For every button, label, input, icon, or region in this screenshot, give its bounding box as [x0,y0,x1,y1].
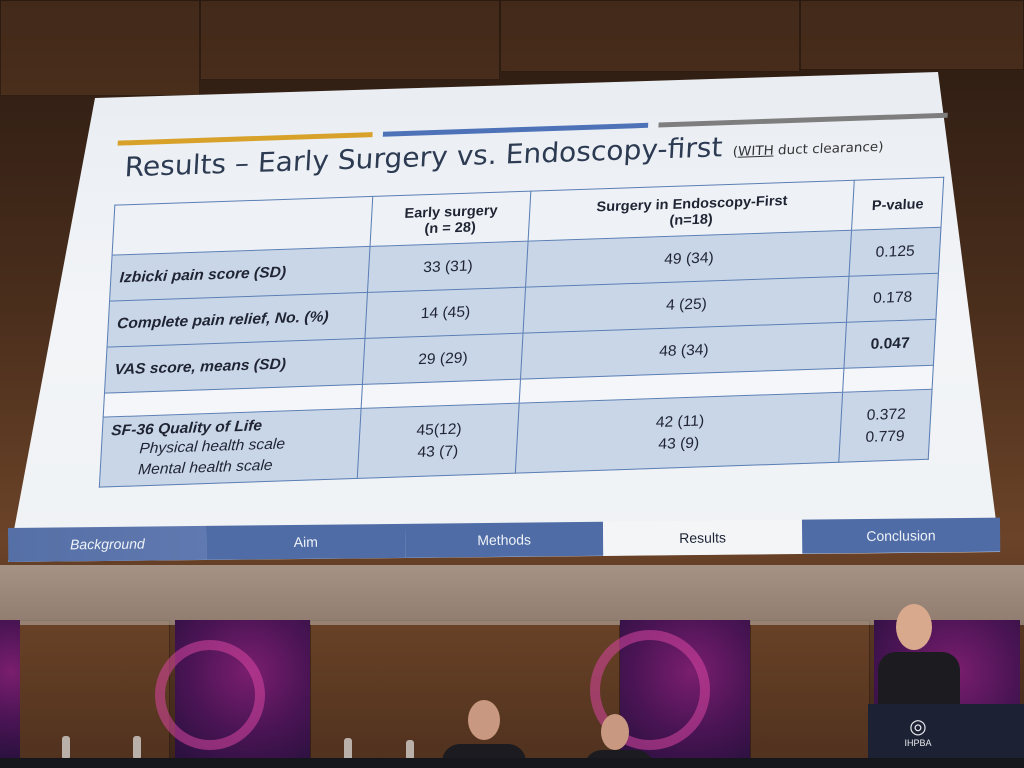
presenter-torso [878,652,960,708]
header-empty [112,196,373,256]
stage-banner [155,620,310,768]
nav-item-conclusion[interactable]: Conclusion [801,517,1001,554]
title-note-rest: duct clearance) [773,139,884,159]
header-early-line1: Early surgery [404,201,499,221]
title-note-underlined: WITH [737,143,775,160]
sf36-p-physical: 0.372 [866,405,907,424]
wall-panel [0,620,170,760]
spacer-cell [843,365,934,393]
nav-item-methods[interactable]: Methods [404,521,604,558]
sf36-label-cell: SF-36 Quality of Life Physical health sc… [99,408,362,488]
stage-banner [590,620,750,768]
panel-table [0,758,1024,768]
header-early-surgery: Early surgery (n = 28) [370,191,532,247]
wall-panel [200,0,500,80]
decor-line-blue [382,122,649,137]
sf36-p-mental: 0.779 [865,427,906,446]
header-early-line2: (n = 28) [424,217,477,236]
cell-p-value: 0.125 [849,227,941,277]
slide: Results – Early Surgery vs. Endoscopy-fi… [84,66,983,565]
logo-mark-icon: ◎ [909,716,927,738]
wall-panel [750,620,870,760]
cell-early: 33 (31) [367,241,529,293]
water-bottle [62,736,70,758]
wall-panel [310,620,620,760]
cell-p-value: 0.178 [846,273,939,323]
nav-item-aim[interactable]: Aim [206,523,406,560]
panelist-head [468,700,500,740]
cell-early: 14 (45) [364,287,527,339]
cell-p-value-significant: 0.047 [844,319,936,369]
water-bottle [133,736,141,758]
podium-logo-text: IHPBA [904,738,932,748]
nav-item-background[interactable]: Background [8,525,207,562]
water-bottle [344,738,352,760]
sf36-early-cell: 45(12) 43 (7) [357,403,520,479]
presenter-head [896,604,932,650]
decor-line-gray [658,112,948,128]
screen-bottom-bezel [0,565,1024,625]
nav-item-results[interactable]: Results [603,519,802,556]
sf36-early-mental: 43 (7) [417,442,459,461]
results-table: Early surgery (n = 28) Surgery in Endosc… [99,177,944,488]
stage-banner [0,620,20,768]
header-p-line1: P-value [871,194,925,213]
wall-panel [0,0,200,96]
sf36-endo-cell: 42 (11) 43 (9) [515,392,844,474]
banner-ring [590,630,710,750]
panelist-head [601,714,629,750]
wall-panel [500,0,800,72]
sf36-p-cell: 0.372 0.779 [839,389,933,463]
water-bottle [406,740,414,762]
header-endo-line2: (n=18) [669,209,714,228]
wall-panel [800,0,1024,70]
slide-title: Results – Early Surgery vs. Endoscopy-fi… [124,127,885,183]
title-note: (WITH duct clearance) [732,140,884,160]
decor-line-gold [117,132,373,146]
podium [868,704,1024,768]
cell-early: 29 (29) [362,333,524,385]
banner-ring [155,640,265,750]
podium-logo: ◎ IHPBA [896,716,940,760]
header-p-value: P-value [851,177,944,231]
